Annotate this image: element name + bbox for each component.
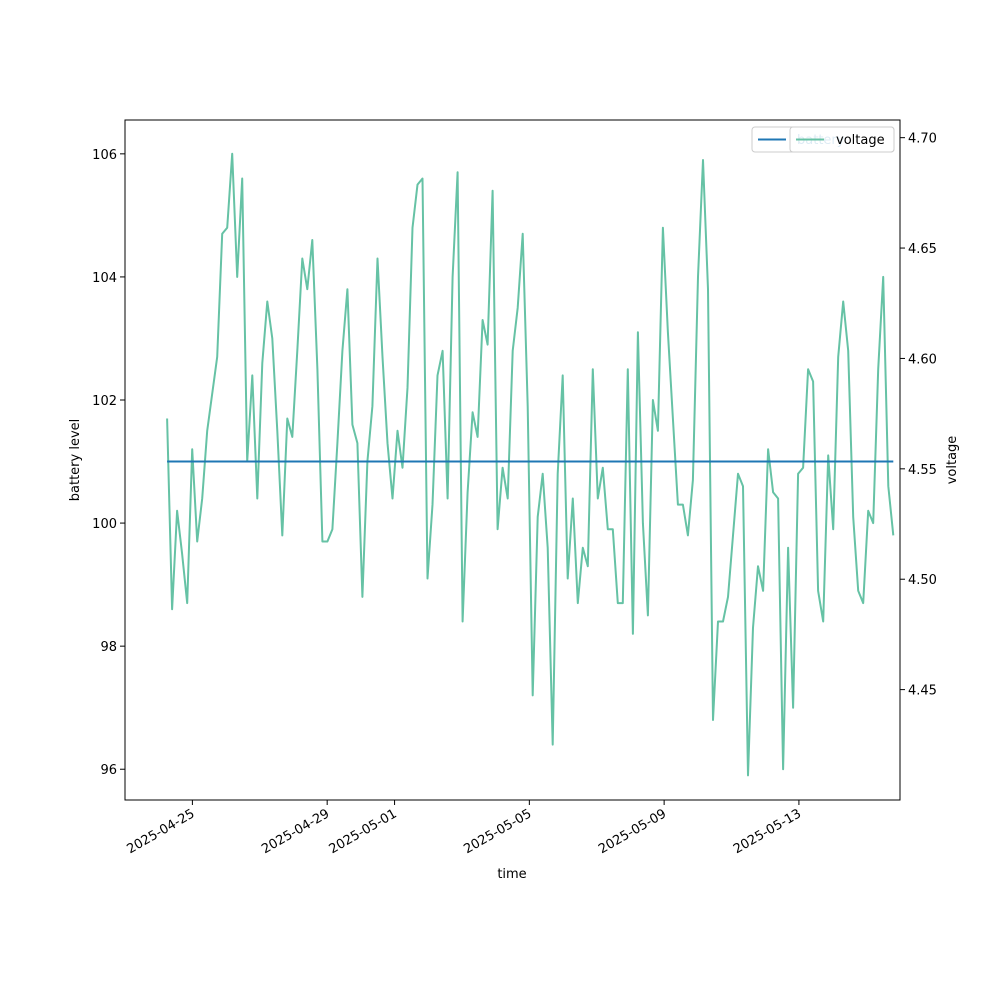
left-y-tick-label: 98: [100, 640, 117, 655]
left-y-tick-label: 102: [92, 394, 117, 409]
right-y-axis-title: voltage: [945, 436, 960, 485]
plot-frame: [124, 119, 901, 801]
left-y-axis-title: battery level: [68, 419, 83, 502]
right-y-tick-label: 4.45: [908, 684, 937, 699]
right-y-tick-label: 4.65: [908, 242, 937, 257]
right-y-tick-label: 4.60: [908, 352, 937, 367]
legend-voltage-label: voltage: [836, 133, 885, 148]
legend-voltage: voltage: [789, 126, 895, 153]
right-y-tick-label: 4.55: [908, 463, 937, 478]
left-y-tick-label: 100: [92, 517, 117, 532]
x-axis-title: time: [497, 867, 526, 882]
left-y-tick-label: 106: [92, 148, 117, 163]
right-y-tick-label: 4.70: [908, 132, 937, 147]
right-y-axis: 4.45 4.50 4.55 4.60 4.65 4.70: [900, 132, 937, 699]
left-y-axis: 96 98 100 102 104 106: [92, 148, 125, 778]
left-y-tick-label: 96: [100, 763, 117, 778]
left-y-tick-label: 104: [92, 271, 117, 286]
data-layer: [166, 152, 895, 777]
series-voltage-line: [166, 152, 895, 777]
right-y-tick-label: 4.50: [908, 573, 937, 588]
legend-voltage-frame: [789, 126, 895, 153]
